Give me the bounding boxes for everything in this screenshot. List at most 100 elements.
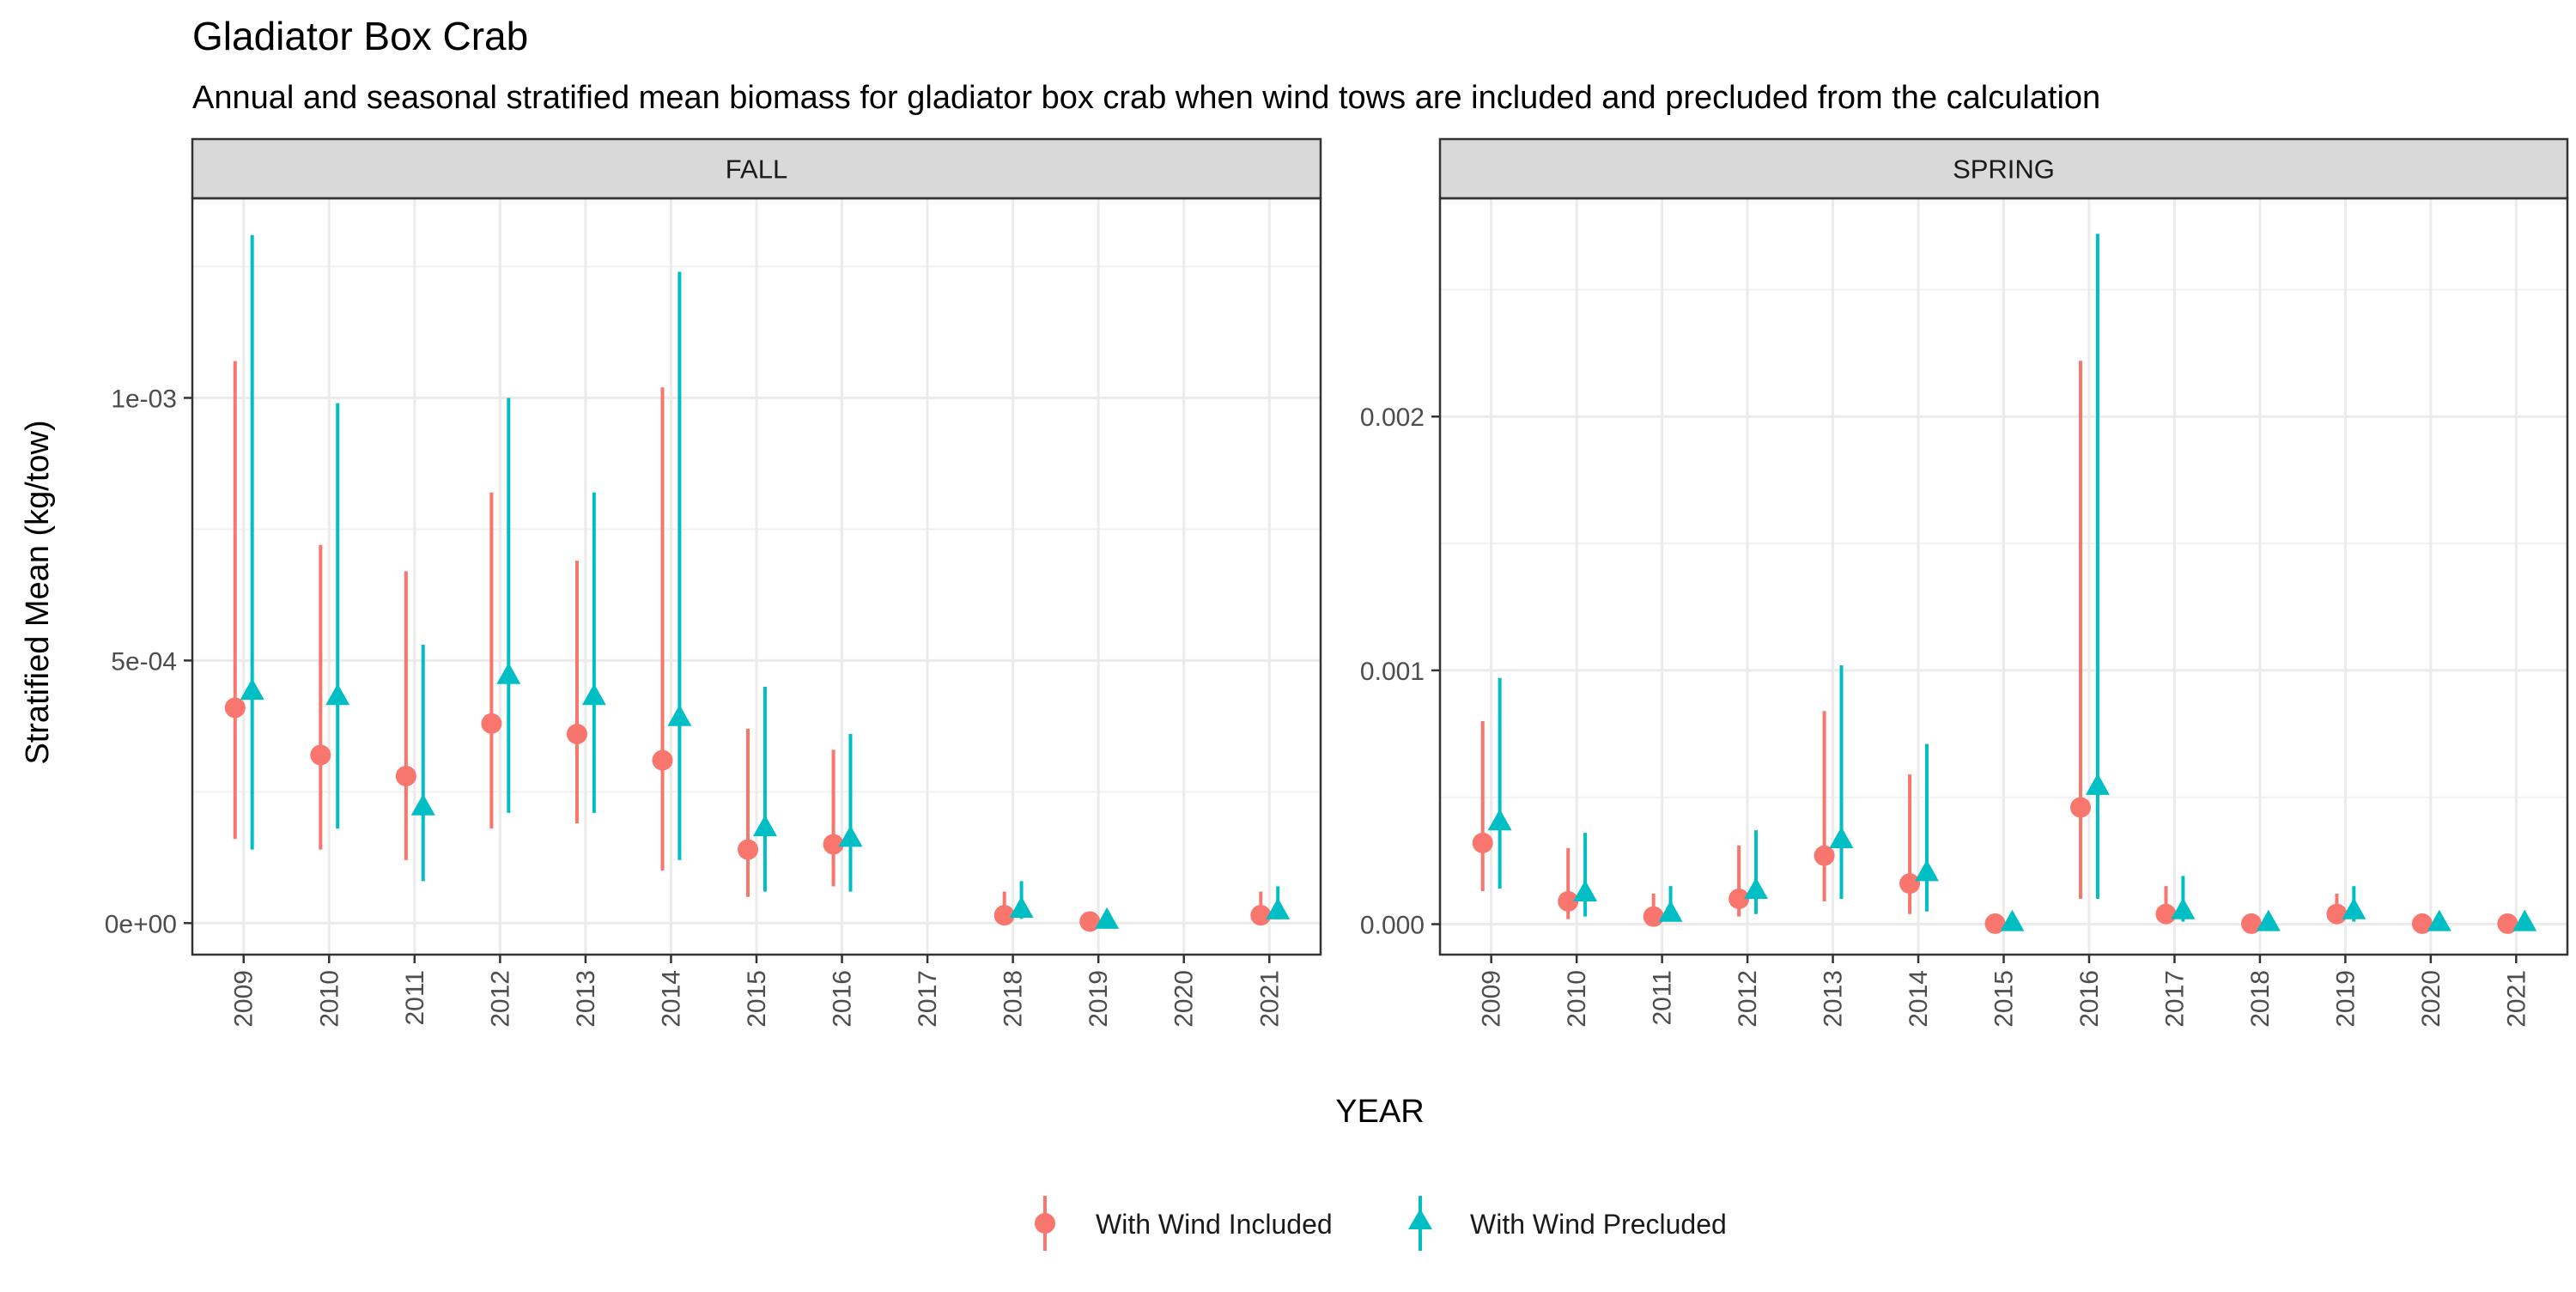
legend-item-with-wind-precluded: With Wind Precluded: [1408, 1196, 1727, 1251]
data-point-triangle: [2512, 909, 2537, 931]
chart-title: Gladiator Box Crab: [192, 14, 528, 58]
legend-label-with-wind-precluded: With Wind Precluded: [1470, 1209, 1727, 1240]
data-point-circle: [2411, 913, 2433, 934]
data-point-triangle: [2256, 909, 2281, 931]
data-point-triangle: [1095, 907, 1120, 929]
data-point-triangle: [838, 825, 863, 847]
gridlines: [1440, 198, 2567, 955]
data-point-circle: [310, 744, 331, 766]
data-point-triangle: [1744, 877, 1769, 900]
x-tick-label: 2018: [2246, 970, 2275, 1028]
x-tick-label: 2010: [1563, 970, 1591, 1028]
y-axis: 0.000 0.001 0.002: [1360, 403, 1440, 940]
data-point-circle: [395, 765, 416, 786]
data-point-triangle: [410, 793, 435, 816]
data-point-circle: [652, 749, 673, 771]
x-tick-label: 2021: [2502, 970, 2530, 1028]
data-point-triangle: [1009, 895, 1034, 918]
data-point-circle: [1814, 845, 1835, 866]
data-point-circle: [1728, 888, 1750, 909]
x-tick-label: 2018: [999, 970, 1028, 1028]
x-tick-label: 2011: [401, 970, 429, 1026]
data-point-circle: [2326, 903, 2348, 925]
x-tick-label: 2019: [1084, 970, 1113, 1028]
data-point-triangle: [496, 662, 521, 684]
data-point-circle: [1472, 832, 1493, 853]
x-tick-label: 2012: [1734, 970, 1762, 1028]
data-point-triangle: [2171, 897, 2196, 919]
legend-key-triangle-marker: [1408, 1209, 1432, 1229]
x-tick-label: 2019: [2331, 970, 2360, 1028]
x-tick-label: 2009: [230, 970, 258, 1028]
series-with-wind-included: [224, 361, 1272, 932]
data-point-triangle: [581, 683, 606, 706]
series-with-wind-precluded: [1487, 234, 2537, 931]
x-axis: 2009 2010 2011 2012 2013 2014 2015 2016 2017 2018…: [230, 955, 1284, 1028]
x-tick-label: 2013: [1820, 970, 1848, 1028]
data-point-circle: [1643, 906, 1664, 927]
facet-strip-label: SPRING: [1953, 155, 2055, 185]
data-point-circle: [2240, 913, 2262, 934]
data-point-triangle: [2000, 909, 2025, 931]
data-point-triangle: [325, 683, 350, 706]
y-tick-label: 0e+00: [105, 910, 177, 938]
x-tick-label: 2016: [829, 970, 857, 1028]
data-point-circle: [823, 834, 844, 855]
x-tick-label: 2014: [657, 970, 685, 1028]
x-tick-label: 2013: [572, 970, 600, 1028]
x-tick-label: 2016: [2075, 970, 2104, 1028]
x-tick-label: 2015: [743, 970, 771, 1028]
facet-strip-label: FALL: [726, 155, 787, 185]
facet-strip: [191, 137, 1322, 200]
gridlines: [192, 198, 1321, 955]
data-point-triangle: [667, 704, 692, 726]
x-axis-title: YEAR: [1335, 1094, 1424, 1130]
y-tick-label: 5e-04: [111, 647, 177, 676]
data-point-triangle: [1487, 809, 1512, 831]
panel-spring: SPRING 0.000 0.001 0.002 2009 2010 2011 2012 201…: [1360, 137, 2569, 1028]
data-point-triangle: [1573, 880, 1598, 902]
x-tick-label: 2020: [1170, 970, 1199, 1028]
x-tick-label: 2011: [1649, 970, 1677, 1026]
x-tick-label: 2015: [1990, 970, 2019, 1028]
data-point-circle: [738, 839, 759, 860]
chart-subtitle: Annual and seasonal stratified mean biom…: [192, 80, 2100, 116]
facet-strip: [1438, 137, 2569, 200]
series-with-wind-included: [1472, 361, 2518, 934]
data-point-circle: [481, 713, 502, 734]
x-tick-label: 2014: [1905, 970, 1933, 1028]
data-point-circle: [224, 697, 246, 719]
x-tick-label: 2010: [315, 970, 343, 1028]
x-tick-label: 2017: [2160, 970, 2189, 1028]
data-point-circle: [1984, 913, 2006, 934]
y-tick-label: 0.001: [1360, 658, 1425, 686]
data-point-circle: [1558, 890, 1579, 912]
data-point-triangle: [1266, 897, 1291, 919]
y-axis: 0e+00 5e-04 1e-03: [105, 385, 192, 938]
legend: With Wind Included With Wind Precluded: [1035, 1196, 1727, 1251]
data-point-triangle: [1829, 826, 1854, 848]
data-point-circle: [1899, 873, 1921, 895]
y-tick-label: 0.000: [1360, 912, 1425, 940]
data-point-circle: [2070, 797, 2092, 818]
x-tick-label: 2009: [1478, 970, 1506, 1028]
y-axis-title: Stratified Mean (kg/tow): [20, 420, 56, 764]
data-point-triangle: [2342, 897, 2366, 919]
data-point-triangle: [2085, 773, 2110, 795]
data-point-circle: [2497, 913, 2518, 934]
x-axis: 2009 2010 2011 2012 2013 2014 2015 2016 2017 2018…: [1478, 955, 2530, 1028]
data-point-circle: [1079, 911, 1101, 932]
x-tick-label: 2017: [914, 970, 942, 1028]
legend-label-with-wind-included: With Wind Included: [1096, 1209, 1333, 1240]
data-point-triangle: [752, 815, 777, 837]
x-tick-label: 2021: [1255, 970, 1284, 1028]
y-tick-label: 1e-03: [111, 385, 177, 413]
x-tick-label: 2012: [486, 970, 514, 1028]
legend-item-with-wind-included: With Wind Included: [1035, 1196, 1333, 1251]
data-point-circle: [2155, 903, 2177, 925]
legend-key-circle-marker: [1035, 1213, 1055, 1234]
